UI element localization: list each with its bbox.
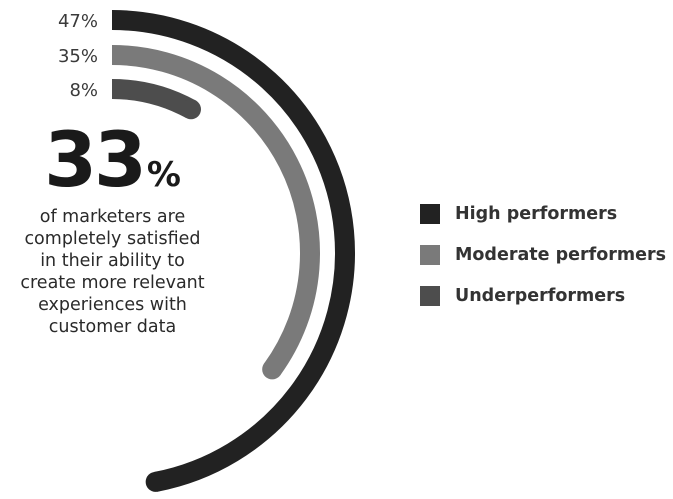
arc-moderate-performers	[111, 45, 320, 376]
percent-label-group: 47% 35% 8%	[58, 11, 98, 101]
headline-percent-sign: %	[146, 155, 181, 195]
arc-end-cap	[181, 99, 202, 120]
legend-item-underperformers: Underperformers	[420, 275, 666, 316]
percent-label: 8%	[69, 80, 98, 101]
arc-group	[111, 10, 355, 492]
caption-line: experiences with	[38, 295, 187, 315]
legend-swatch	[420, 244, 440, 265]
percent-label: 35%	[58, 46, 98, 67]
legend-swatch	[420, 203, 440, 224]
legend-label: High performers	[455, 203, 618, 224]
legend-label: Moderate performers	[455, 244, 667, 265]
arc-high-performers	[111, 10, 355, 492]
legend-swatch	[420, 285, 440, 306]
legend-item-moderate-performers: Moderate performers	[420, 234, 666, 275]
arc-end-cap	[262, 359, 283, 380]
caption-line: in their ability to	[40, 251, 185, 271]
caption-line: of marketers are	[39, 207, 186, 227]
legend: High performers Moderate performers Unde…	[420, 193, 666, 316]
headline-stat: 33%	[0, 122, 225, 198]
percent-label: 47%	[58, 11, 98, 32]
caption-line: customer data	[48, 317, 177, 337]
headline-caption: of marketers are completely satisfied in…	[0, 206, 225, 338]
arc-end-cap	[145, 471, 166, 492]
arc-underperformers	[111, 79, 196, 119]
legend-label: Underperformers	[455, 285, 626, 306]
legend-item-high-performers: High performers	[420, 193, 666, 234]
caption-line: completely satisfied	[24, 229, 201, 249]
caption-line: create more relevant	[20, 273, 205, 293]
headline-value: 33	[44, 115, 147, 204]
